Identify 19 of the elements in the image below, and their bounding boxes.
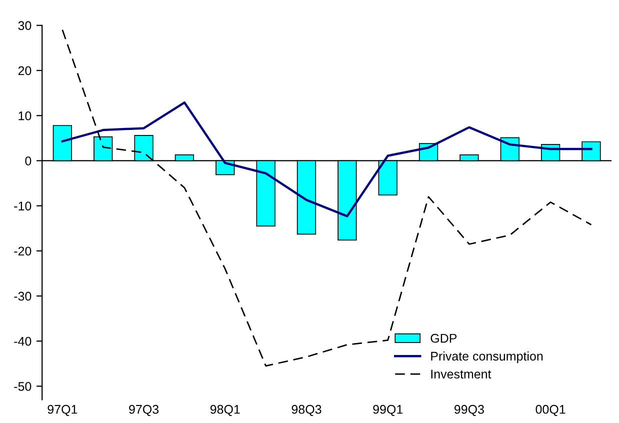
- y-tick-label: 10: [18, 111, 32, 120]
- y-tick-label: 20: [18, 66, 32, 76]
- x-tick-label: 97Q3: [129, 404, 159, 416]
- y-tick-label: -10: [14, 202, 32, 210]
- legend-label: Investment: [431, 370, 492, 379]
- x-tick-label: 99Q3: [454, 404, 484, 416]
- y-tick-label: -30: [14, 292, 32, 301]
- x-tick-label: 97Q1: [48, 404, 78, 416]
- x-tick-label: 98Q3: [292, 404, 322, 416]
- y-tick-label: -40: [14, 336, 32, 346]
- x-tick-label: 98Q1: [210, 404, 240, 416]
- x-tick-label: 00Q1: [536, 404, 566, 416]
- y-tick-label: -20: [14, 246, 32, 256]
- y-tick-label: 0: [25, 156, 32, 166]
- x-tick-label: 99Q1: [373, 404, 403, 416]
- legend-label: Private consumption: [431, 351, 543, 364]
- y-tick-label: -50: [14, 382, 32, 391]
- y-tick-label: 30: [18, 21, 32, 30]
- legend-label: GDP: [430, 334, 457, 343]
